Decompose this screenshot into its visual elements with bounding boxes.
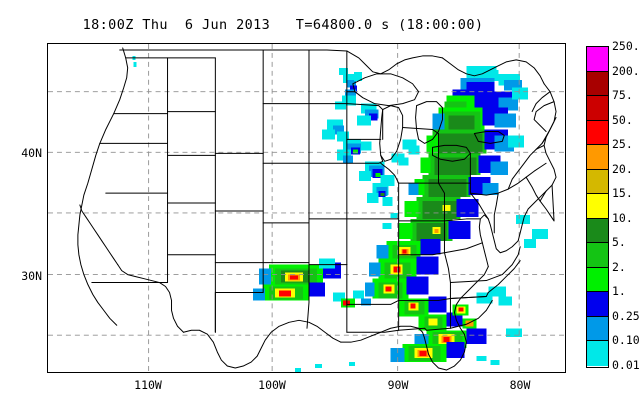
- latlon-gridlines: [48, 44, 565, 372]
- x-tick-label-90w: 90W: [387, 378, 409, 392]
- colorbar-tick-8: 5.: [612, 235, 626, 250]
- colorbar-segment-6: [587, 194, 608, 219]
- colorbar-segment-7: [587, 218, 608, 244]
- precip-upper-midwest: [321, 67, 420, 207]
- precip-appalachians: [398, 65, 549, 248]
- colorbar-segment-12: [587, 341, 608, 366]
- colorbar-segment-0: [587, 47, 608, 72]
- colorbar-tick-1: 200.: [612, 63, 640, 78]
- colorbar-tick-6: 15.: [612, 186, 633, 201]
- precip-scattered-cells: [295, 212, 500, 372]
- colorbar-segment-3: [587, 120, 608, 146]
- colorbar-segment-10: [587, 292, 608, 317]
- colorbar-tick-10: 1.: [612, 284, 626, 299]
- colorbar-tick-7: 10.: [612, 210, 633, 225]
- colorbar-tick-2: 75.: [612, 88, 633, 103]
- colorbar-segment-4: [587, 145, 608, 170]
- colorbar-tick-5: 20.: [612, 161, 633, 176]
- colorbar-segment-2: [587, 96, 608, 121]
- colorbar-tick-12: 0.10: [612, 333, 640, 348]
- colorbar-tick-13: 0.01: [612, 358, 640, 372]
- colorbar-tick-4: 25.: [612, 137, 633, 152]
- map-canvas: [48, 44, 565, 372]
- precip-texas-oklahoma: [253, 258, 371, 308]
- y-tick-label-40n: 40N: [21, 146, 42, 160]
- x-tick-label-80w: 80W: [509, 378, 531, 392]
- colorbar-tick-9: 2.: [612, 259, 626, 274]
- colorbar-segment-11: [587, 316, 608, 342]
- colorbar-tick-11: 0.25: [612, 308, 640, 323]
- colorbar-segment-5: [587, 169, 608, 195]
- figure-title: 18:00Z Thu 6 Jun 2013 T=64800.0 s (18:00…: [82, 17, 484, 33]
- x-tick-label-100w: 100W: [258, 378, 286, 392]
- y-tick-label-30n: 30N: [21, 269, 42, 283]
- x-tick-label-110w: 110W: [134, 378, 162, 392]
- colorbar-tick-labels: 250. 200. 75. 50. 25. 20. 15. 10. 5. 2. 1. 0.25 0.10…: [612, 40, 640, 376]
- map-borders: [77, 47, 557, 371]
- colorbar-segment-8: [587, 243, 608, 268]
- colorbar-tick-3: 50.: [612, 112, 633, 127]
- map-plot-area: [47, 43, 566, 373]
- colorbar-tick-0: 250.: [612, 39, 640, 53]
- colorbar-segment-9: [587, 267, 608, 293]
- colorbar-segment-1: [587, 71, 608, 97]
- precipitation-colorbar: [586, 46, 609, 368]
